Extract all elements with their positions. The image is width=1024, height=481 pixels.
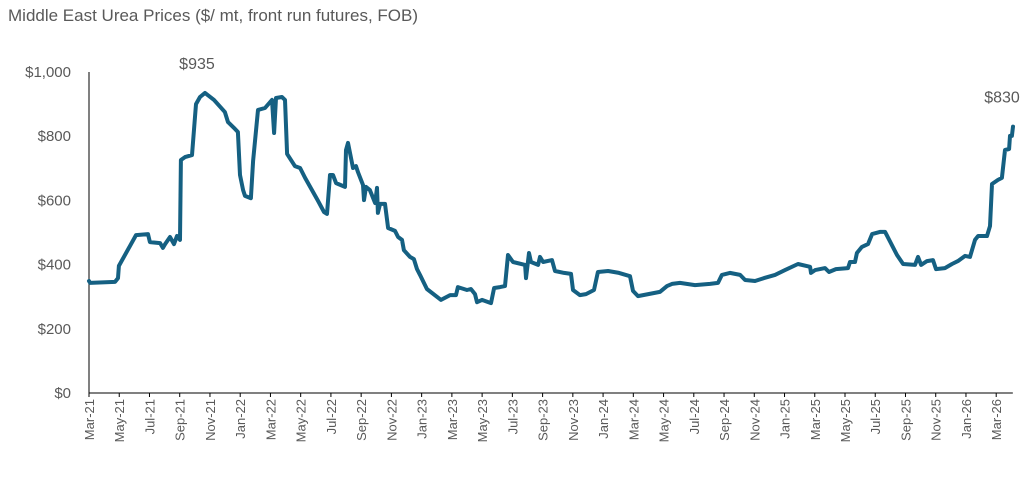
x-tick-label: Sep-25 bbox=[898, 399, 913, 441]
y-tick-label: $400 bbox=[38, 257, 71, 274]
series-line bbox=[87, 90, 1015, 306]
x-tick-label: Jul-23 bbox=[505, 399, 520, 434]
x-tick-label: Sep-21 bbox=[173, 399, 188, 441]
x-tick-label: Mar-23 bbox=[445, 399, 460, 440]
x-tick-label: Sep-22 bbox=[354, 399, 369, 441]
y-tick-label: $1,000 bbox=[25, 64, 71, 81]
x-tick-label: Jan-23 bbox=[415, 399, 430, 439]
chart-title: Middle East Urea Prices ($/ mt, front ru… bbox=[8, 6, 419, 25]
x-tick-label: May-22 bbox=[294, 399, 309, 442]
x-tick-label: Sep-23 bbox=[536, 399, 551, 441]
x-tick-label: May-23 bbox=[475, 399, 490, 442]
x-tick-label: Mar-24 bbox=[626, 399, 641, 440]
y-tick-label: $800 bbox=[38, 128, 71, 145]
x-tick-label: Nov-23 bbox=[566, 399, 581, 441]
x-tick-label: Mar-26 bbox=[989, 399, 1004, 440]
x-tick-label: Jan-25 bbox=[778, 399, 793, 439]
x-tick-label: Jul-25 bbox=[868, 399, 883, 434]
x-tick-label: Jul-22 bbox=[324, 399, 339, 434]
x-tick-label: Jan-24 bbox=[596, 399, 611, 439]
x-tick-label: Jan-22 bbox=[233, 399, 248, 439]
x-tick-label: May-25 bbox=[838, 399, 853, 442]
x-tick-label: Mar-21 bbox=[82, 399, 97, 440]
x-tick-label: Nov-24 bbox=[747, 399, 762, 441]
x-tick-label: May-21 bbox=[112, 399, 127, 442]
y-tick-label: $0 bbox=[54, 385, 71, 402]
x-tick-label: Jul-24 bbox=[687, 399, 702, 434]
x-tick-label: Nov-25 bbox=[929, 399, 944, 441]
x-tick-label: Jul-21 bbox=[142, 399, 157, 434]
x-tick-label: Mar-25 bbox=[808, 399, 823, 440]
data-label: $830 bbox=[984, 90, 1020, 107]
y-tick-label: $600 bbox=[38, 192, 71, 209]
x-tick-label: Nov-22 bbox=[384, 399, 399, 441]
x-tick-label: Sep-24 bbox=[717, 399, 732, 441]
x-tick-label: May-24 bbox=[657, 399, 672, 442]
x-tick-label: Nov-21 bbox=[203, 399, 218, 441]
data-label: $935 bbox=[179, 56, 215, 73]
x-tick-label: Jan-26 bbox=[959, 399, 974, 439]
x-tick-label: Mar-22 bbox=[263, 399, 278, 440]
y-tick-label: $200 bbox=[38, 321, 71, 338]
